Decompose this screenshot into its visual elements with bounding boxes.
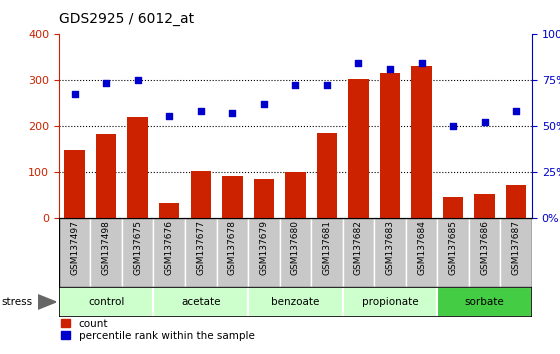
Bar [406,218,437,287]
Point [133,77,142,82]
Bar [474,194,495,218]
Bar [285,172,306,218]
Text: propionate: propionate [362,297,418,307]
Bar [217,218,248,287]
Bar [443,197,463,218]
Text: benzoate: benzoate [271,297,320,307]
Point [385,66,394,72]
Text: GSM137680: GSM137680 [291,221,300,275]
Point [196,108,205,114]
Bar [412,66,432,218]
Point [259,101,268,107]
Bar [59,287,153,317]
Text: GSM137687: GSM137687 [512,221,521,275]
Bar [380,73,400,218]
Bar [254,179,274,218]
Point [228,110,237,116]
Bar [159,202,179,218]
Bar [153,287,248,317]
Bar [64,150,85,218]
Point [512,108,521,114]
Bar [96,134,116,218]
Bar [343,218,374,287]
Bar [469,218,501,287]
Text: GSM137678: GSM137678 [228,221,237,275]
Text: stress: stress [1,297,32,307]
Bar [317,132,337,218]
Point [323,82,332,88]
Point [101,80,110,86]
Bar [90,218,122,287]
Text: GSM137682: GSM137682 [354,221,363,275]
Point [354,60,363,66]
Bar [248,218,279,287]
Point [291,82,300,88]
Text: GSM137676: GSM137676 [165,221,174,275]
Text: GSM137498: GSM137498 [101,221,111,275]
Text: acetate: acetate [181,297,221,307]
Bar [153,218,185,287]
Text: GSM137683: GSM137683 [385,221,395,275]
Text: control: control [88,297,124,307]
Text: GSM137497: GSM137497 [70,221,79,275]
Polygon shape [38,295,56,309]
Text: sorbate: sorbate [465,297,505,307]
Text: GSM137686: GSM137686 [480,221,489,275]
Text: GSM137679: GSM137679 [259,221,268,275]
Text: GSM137677: GSM137677 [196,221,206,275]
Text: GSM137675: GSM137675 [133,221,142,275]
Bar [501,218,532,287]
Point [480,119,489,125]
Bar [343,287,437,317]
Bar [348,79,368,218]
Bar [128,118,148,218]
Bar [222,176,242,218]
Point [70,92,79,97]
Bar [122,218,153,287]
Bar [190,171,211,218]
Point [417,60,426,66]
Bar [374,218,406,287]
Bar [279,218,311,287]
Point [165,114,174,119]
Bar [437,287,532,317]
Bar [185,218,217,287]
Text: GSM137684: GSM137684 [417,221,426,275]
Point [449,123,458,129]
Bar [506,185,526,218]
Text: GSM137685: GSM137685 [449,221,458,275]
Bar [59,218,90,287]
Legend: count, percentile rank within the sample: count, percentile rank within the sample [61,319,254,341]
Bar [437,218,469,287]
Text: GDS2925 / 6012_at: GDS2925 / 6012_at [59,12,194,27]
Bar [248,287,343,317]
Bar [311,218,343,287]
Text: GSM137681: GSM137681 [323,221,332,275]
